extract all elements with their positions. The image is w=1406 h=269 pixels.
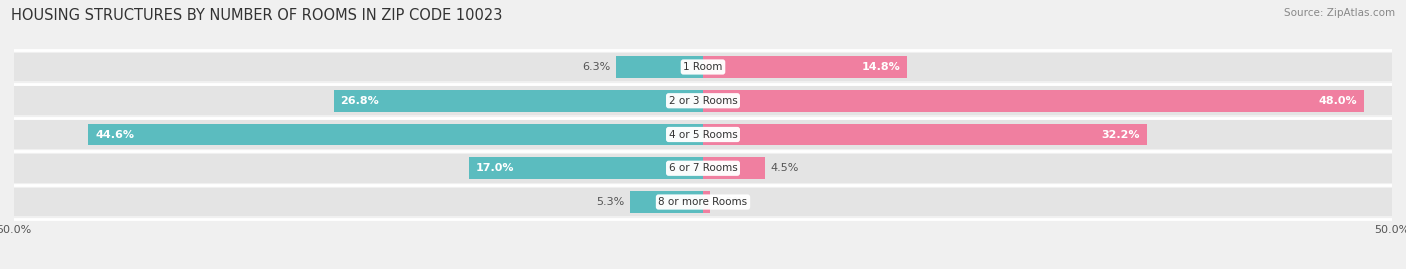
Bar <box>333 90 703 112</box>
Text: 26.8%: 26.8% <box>340 96 380 106</box>
Bar <box>14 154 1392 183</box>
Bar <box>703 157 765 179</box>
Text: 5.3%: 5.3% <box>596 197 624 207</box>
Bar <box>468 157 703 179</box>
Bar <box>630 191 703 213</box>
Text: 8 or more Rooms: 8 or more Rooms <box>658 197 748 207</box>
Bar <box>14 86 1392 115</box>
Bar <box>703 90 1364 112</box>
Text: 2 or 3 Rooms: 2 or 3 Rooms <box>669 96 737 106</box>
Text: 0.5%: 0.5% <box>716 197 744 207</box>
Bar <box>616 56 703 78</box>
Text: 32.2%: 32.2% <box>1101 129 1140 140</box>
Text: 17.0%: 17.0% <box>475 163 515 173</box>
Bar <box>14 53 1392 81</box>
Bar <box>703 56 907 78</box>
Bar <box>14 188 1392 216</box>
Text: 14.8%: 14.8% <box>862 62 900 72</box>
Bar <box>14 120 1392 149</box>
Text: 1 Room: 1 Room <box>683 62 723 72</box>
Text: 4 or 5 Rooms: 4 or 5 Rooms <box>669 129 737 140</box>
Text: 48.0%: 48.0% <box>1319 96 1358 106</box>
Text: 6 or 7 Rooms: 6 or 7 Rooms <box>669 163 737 173</box>
Bar <box>703 123 1147 146</box>
Text: Source: ZipAtlas.com: Source: ZipAtlas.com <box>1284 8 1395 18</box>
Text: 4.5%: 4.5% <box>770 163 799 173</box>
Text: 44.6%: 44.6% <box>96 129 135 140</box>
Bar <box>703 191 710 213</box>
Bar <box>89 123 703 146</box>
Text: 6.3%: 6.3% <box>582 62 610 72</box>
Text: HOUSING STRUCTURES BY NUMBER OF ROOMS IN ZIP CODE 10023: HOUSING STRUCTURES BY NUMBER OF ROOMS IN… <box>11 8 502 23</box>
